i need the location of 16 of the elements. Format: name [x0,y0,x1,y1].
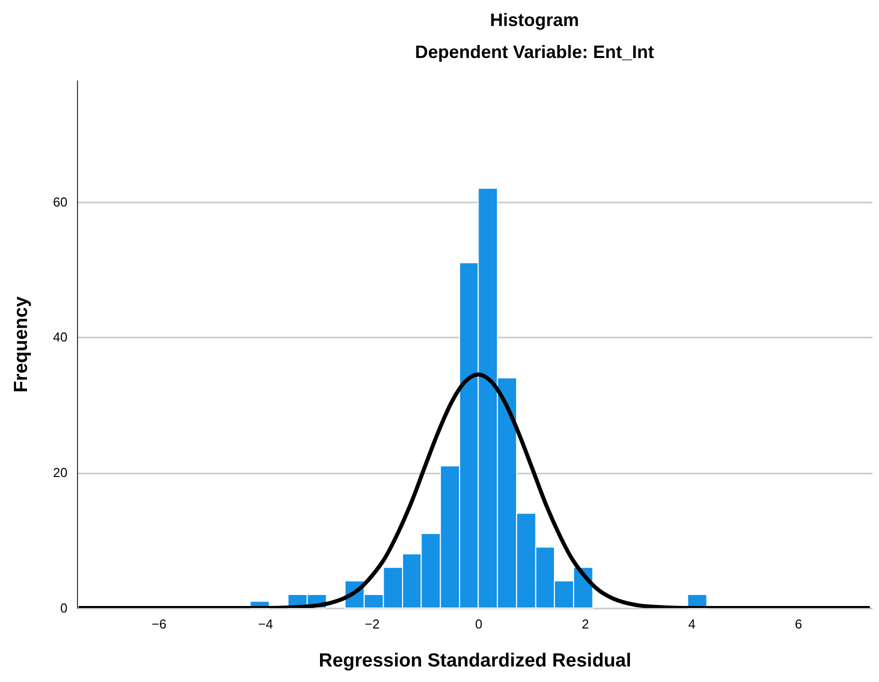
x-axis-title: Regression Standardized Residual [318,650,632,672]
x-tick-label: −2 [364,616,380,632]
chart-subtitle: Dependent Variable: Ent_Int [414,42,654,62]
y-tick-label: 20 [53,465,68,480]
y-tick-label: 40 [53,330,68,345]
x-tick-label: 6 [794,616,802,632]
chart-title: Histogram [490,10,580,30]
x-tick-label: 2 [582,616,589,632]
x-tick-label: −4 [258,616,274,632]
y-tick-label: 0 [60,600,68,616]
y-axis-title: Frequency [11,296,32,393]
x-tick-label: 4 [688,616,696,632]
x-tick-label: −6 [152,616,166,632]
y-tick-label: 60 [53,194,68,210]
line-series [77,372,872,608]
x-tick-label: 0 [475,616,482,632]
